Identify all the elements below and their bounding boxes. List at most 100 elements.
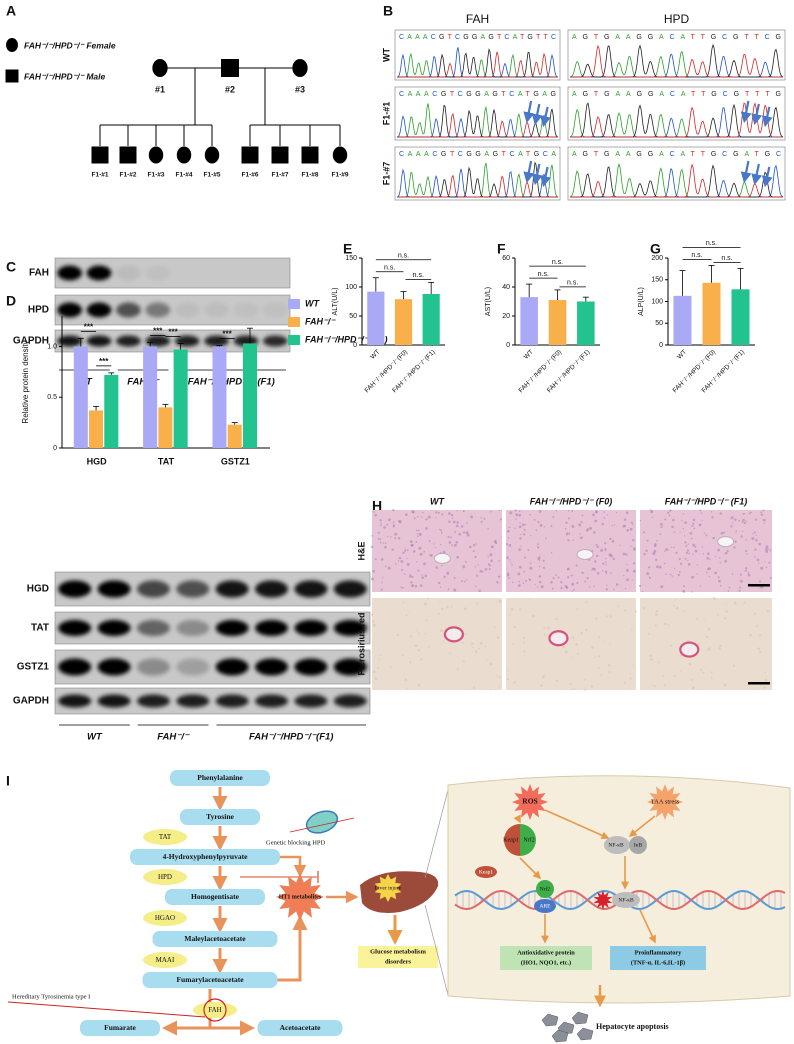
tissue-speck xyxy=(639,519,642,522)
tissue-speck xyxy=(745,520,748,523)
tissue-speck xyxy=(398,520,402,524)
tissue-speck xyxy=(692,522,695,525)
trace xyxy=(570,163,783,198)
tissue-speck xyxy=(579,533,581,535)
tissue-speck xyxy=(589,526,592,530)
tissue-speck xyxy=(518,565,522,569)
line xyxy=(7,1001,206,1018)
tissue-speck xyxy=(401,653,404,657)
tissue-speck xyxy=(605,557,607,560)
nrf2-node xyxy=(536,880,554,898)
mutation-arrow xyxy=(531,163,543,186)
metabolite-box xyxy=(180,809,260,825)
tissue-speck xyxy=(696,573,698,575)
tissue-speck xyxy=(404,548,406,550)
tissue-speck xyxy=(408,610,411,612)
x-tick-label: HGD xyxy=(87,456,108,466)
tissue-speck xyxy=(379,519,382,522)
row-label: F1-#7 xyxy=(381,162,391,186)
tissue-speck xyxy=(529,513,531,516)
outcome-label: Antioxidative protein xyxy=(517,949,575,956)
tissue-speck xyxy=(474,566,477,568)
tissue-speck xyxy=(668,514,671,517)
tissue-speck xyxy=(719,584,722,587)
tissue-speck xyxy=(580,631,584,635)
tissue-speck xyxy=(378,658,381,660)
tissue-speck xyxy=(571,510,574,512)
parent-label: #2 xyxy=(225,84,235,94)
tissue-speck xyxy=(551,587,554,590)
tissue-speck xyxy=(725,610,729,613)
tissue-speck xyxy=(596,545,600,548)
tissue-speck xyxy=(724,559,727,563)
tissue-speck xyxy=(701,519,703,522)
tissue-speck xyxy=(696,564,699,566)
tissue-speck xyxy=(423,550,426,553)
tissue-speck xyxy=(543,633,546,636)
tissue-speck xyxy=(667,549,669,551)
tissue-speck xyxy=(417,569,420,572)
trace-box xyxy=(567,29,786,81)
tissue-speck xyxy=(712,536,715,540)
tissue-speck xyxy=(518,513,522,517)
tissue-speck xyxy=(527,549,530,552)
tissue-speck xyxy=(710,676,713,679)
tissue-speck xyxy=(704,618,706,620)
nuclear-label: Nrf2 xyxy=(540,885,551,892)
tissue-speck xyxy=(456,510,458,512)
tissue-speck xyxy=(515,513,519,517)
tissue-speck xyxy=(550,525,553,527)
ikb-label: IκB xyxy=(634,842,643,848)
histology-image xyxy=(640,598,772,690)
tissue-speck xyxy=(670,644,673,647)
tissue-speck xyxy=(682,513,685,515)
tissue-speck xyxy=(769,549,772,552)
tissue-speck xyxy=(692,553,694,555)
tissue-speck xyxy=(489,510,492,513)
outcome-label: (HO1, NQO1, etc.) xyxy=(521,959,571,966)
tissue-speck xyxy=(412,511,415,514)
tissue-speck xyxy=(625,568,629,572)
tissue-speck xyxy=(434,546,436,549)
tissue-speck xyxy=(740,535,743,538)
tissue-speck xyxy=(418,632,420,634)
tissue-speck xyxy=(651,684,654,686)
scale-bar xyxy=(748,682,770,685)
tissue-speck xyxy=(588,586,591,588)
tissue-speck xyxy=(560,581,563,584)
tissue-speck xyxy=(609,643,611,645)
tissue-speck xyxy=(395,563,397,565)
tissue-speck xyxy=(634,610,638,613)
tissue-speck xyxy=(450,513,454,517)
tissue-speck xyxy=(472,646,474,648)
tissue-speck xyxy=(696,617,699,620)
tissue-speck xyxy=(528,597,530,599)
significance: *** xyxy=(153,327,163,336)
tissue-speck xyxy=(732,664,736,667)
tissue-speck xyxy=(514,527,516,529)
tissue-speck xyxy=(602,641,604,643)
cell xyxy=(571,1011,589,1025)
tissue-speck xyxy=(384,565,387,568)
tissue-speck xyxy=(754,531,756,534)
y-tick-label: 0 xyxy=(659,342,663,349)
tissue-speck xyxy=(498,676,501,679)
tissue-speck xyxy=(380,522,382,524)
tissue-speck xyxy=(438,528,441,531)
tissue-speck xyxy=(632,538,635,542)
tissue-speck xyxy=(443,575,446,578)
tissue-speck xyxy=(708,575,711,578)
tissue-speck xyxy=(540,585,544,589)
tissue-speck xyxy=(506,574,510,577)
tissue-speck xyxy=(379,654,382,657)
tissue-speck xyxy=(631,628,633,631)
bar xyxy=(158,407,173,448)
row-label: F1-#1 xyxy=(381,102,391,126)
male-symbol xyxy=(301,146,319,164)
tissue-speck xyxy=(447,535,450,538)
tissue-speck xyxy=(702,553,704,555)
blot-band xyxy=(333,620,367,636)
tissue-speck xyxy=(520,545,522,547)
blot-label: GSTZ1 xyxy=(17,662,50,673)
tissue-speck xyxy=(472,686,476,690)
